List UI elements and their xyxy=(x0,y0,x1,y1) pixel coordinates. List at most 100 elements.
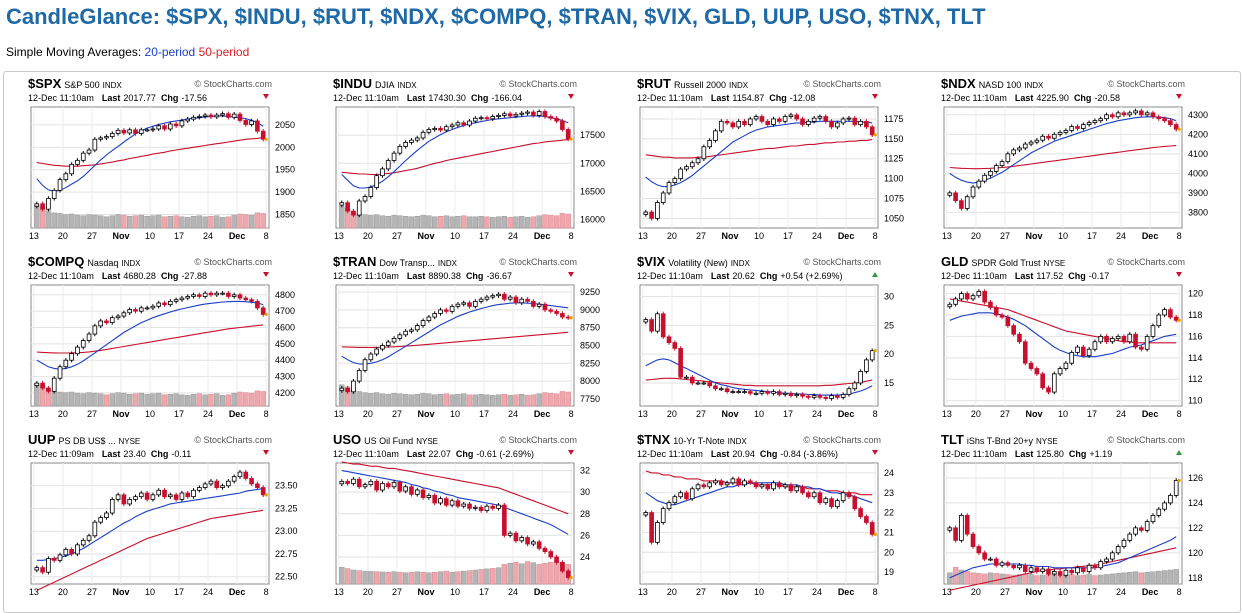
candle-body xyxy=(127,498,132,505)
chart-panel-compq[interactable]: $COMPQ Nasdaq INDX © StockCharts.com 12-Dec … xyxy=(4,254,302,428)
candle-body xyxy=(666,336,672,344)
chart-quote-line: 12-Dec 11:10am Last 4680.28 Chg -27.88 xyxy=(28,271,207,281)
candle-body xyxy=(536,303,542,307)
candle-body xyxy=(144,492,150,500)
chart-svg: GLD SPDR Gold Trust NYSE © StockCharts.com 1… xyxy=(941,254,1203,419)
candle-body xyxy=(34,382,40,386)
candle-body xyxy=(988,301,993,308)
candle-body xyxy=(214,480,220,488)
last-price-marker xyxy=(1177,318,1181,322)
candle-body xyxy=(414,325,420,331)
volume-bar xyxy=(461,393,467,407)
volume-bar xyxy=(237,391,243,407)
chart-date: 12-Dec 11:09am xyxy=(28,449,94,459)
volume-bar xyxy=(1150,571,1156,585)
volume-bar xyxy=(167,215,174,229)
candle-body xyxy=(449,124,455,128)
volume-bar xyxy=(431,216,438,229)
candle-body xyxy=(999,161,1005,166)
candle-body xyxy=(260,487,266,496)
chart-panel-ndx[interactable]: $NDX NASD 100 INDX © StockCharts.com 12-Dec … xyxy=(917,76,1215,250)
chart-chg: +0.54 (+2.69%) xyxy=(780,271,842,281)
chart-panel-spx[interactable]: $SPX S&P 500 INDX © StockCharts.com 12-Dec 1… xyxy=(4,76,302,250)
chart-panel-vix[interactable]: $VIX Volatility (New) INDX © StockCharts.co… xyxy=(613,254,911,428)
volume-bar xyxy=(126,393,133,407)
chart-panel-tran[interactable]: $TRAN Dow Transp... INDX © StockCharts.com 1… xyxy=(309,254,607,428)
x-tick-label: Nov xyxy=(417,587,434,597)
sma-20-line xyxy=(341,115,569,189)
x-tick-label: Dec xyxy=(534,409,551,419)
candle-body xyxy=(156,125,162,130)
candle-body xyxy=(713,480,718,484)
chart-panel-tnx[interactable]: $TNX 10-Yr T-Note INDX © StockCharts.com 12-… xyxy=(613,432,911,606)
x-tick-label: 24 xyxy=(1116,409,1126,419)
chart-panel-tlt[interactable]: TLT iShs T-Bnd 20+y NYSE © StockCharts.com 1… xyxy=(917,432,1215,606)
volume-bar xyxy=(138,392,144,407)
x-tick-label: 24 xyxy=(508,409,518,419)
candle-body xyxy=(220,113,225,116)
chart-symbol-text: $NDX xyxy=(941,76,976,91)
candle-body xyxy=(672,178,678,184)
candle-body xyxy=(695,158,701,164)
sma-20-line xyxy=(645,120,873,188)
x-tick-label: 8 xyxy=(873,587,878,597)
candle-body xyxy=(753,482,759,488)
volume-bar xyxy=(339,566,345,585)
x-tick-label: 20 xyxy=(971,231,981,241)
chart-last: 2017.77 xyxy=(123,93,156,103)
sma-20-line xyxy=(36,487,264,561)
sma-20-line xyxy=(341,470,569,535)
volume-bar xyxy=(507,217,513,229)
candle-body xyxy=(817,492,823,504)
volume-bar xyxy=(455,215,461,229)
chart-panel-uso[interactable]: USO US Oil Fund NYSE © StockCharts.com 12-De… xyxy=(309,432,607,606)
candle-body xyxy=(1046,387,1051,393)
volume-bar xyxy=(1005,574,1011,585)
volume-bar xyxy=(981,573,988,585)
chart-panel-gld[interactable]: GLD SPDR Gold Trust NYSE © StockCharts.com 1… xyxy=(917,254,1215,428)
volume-bar xyxy=(553,393,560,407)
candle-body xyxy=(542,111,548,117)
volume-bar xyxy=(519,563,525,585)
chart-panel-indu[interactable]: $INDU DJIA INDX © StockCharts.com 12-Dec 11:… xyxy=(309,76,607,250)
chart-last-label: Last xyxy=(102,93,121,103)
candle-body xyxy=(467,503,472,509)
volume-bar xyxy=(524,561,531,585)
candle-body xyxy=(502,113,507,116)
candle-body xyxy=(98,517,103,523)
candle-body xyxy=(1022,564,1028,572)
y-tick-label: 32 xyxy=(580,466,590,476)
candle-body xyxy=(753,116,759,120)
candle-body xyxy=(672,496,678,504)
x-tick-label: 13 xyxy=(942,587,952,597)
x-tick-label: 8 xyxy=(569,587,574,597)
x-tick-label: Nov xyxy=(1025,231,1042,241)
candle-body xyxy=(92,138,98,151)
candle-body xyxy=(1121,335,1127,343)
candle-body xyxy=(443,309,449,312)
chart-panel-uup[interactable]: UUP PS DB US$ ... NYSE © StockCharts.com 12-… xyxy=(4,432,302,606)
trend-arrow-icon xyxy=(872,94,878,99)
last-price-marker xyxy=(569,575,573,580)
chart-exchange: NYSE xyxy=(118,437,140,446)
candle-body xyxy=(689,488,695,500)
chart-panel-rut[interactable]: $RUT Russell 2000 INDX © StockCharts.com 12-… xyxy=(613,76,911,250)
volume-bar xyxy=(391,214,397,229)
candle-body xyxy=(455,303,461,307)
sma-legend-prefix: Simple Moving Averages: xyxy=(6,45,142,59)
chart-symbol: $RUT Russell 2000 INDX xyxy=(637,76,749,91)
x-tick-label: 20 xyxy=(667,231,677,241)
chart-watermark: © StockCharts.com xyxy=(1107,257,1185,267)
x-tick-label: 27 xyxy=(1000,409,1010,419)
candle-body xyxy=(138,492,144,498)
chart-symbol: GLD SPDR Gold Trust NYSE xyxy=(941,254,1065,269)
x-tick-label: 17 xyxy=(1087,409,1097,419)
volume-bar xyxy=(231,392,237,407)
chart-exchange: INDX xyxy=(121,259,141,268)
chart-symbol-text: $COMPQ xyxy=(28,254,84,269)
y-tick-label: 1850 xyxy=(275,210,295,220)
candle-body xyxy=(57,554,63,561)
volume-bar xyxy=(431,394,438,407)
candle-body xyxy=(420,489,426,498)
sma-20-line xyxy=(949,312,1177,358)
